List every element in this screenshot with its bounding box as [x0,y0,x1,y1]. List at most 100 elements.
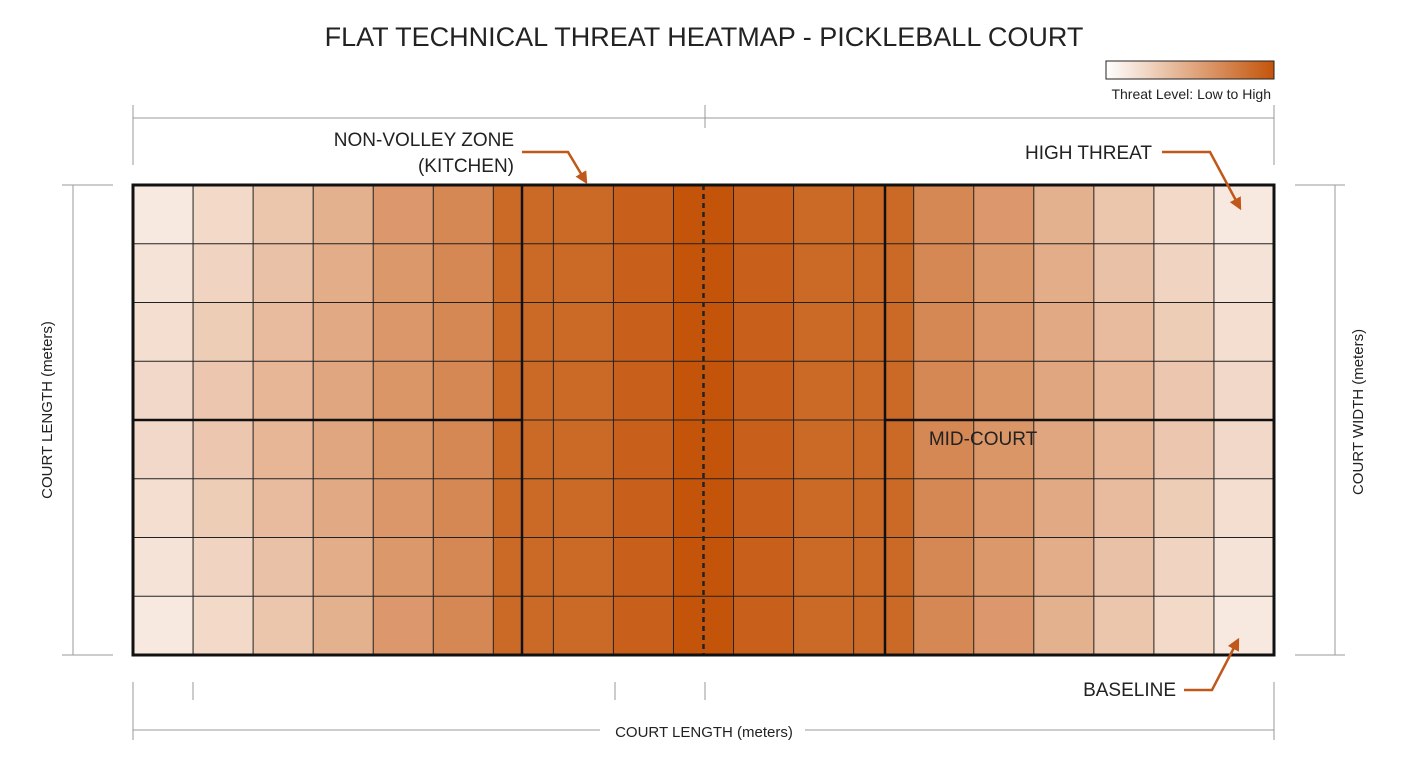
cell [1153,361,1215,421]
cell [973,478,1035,538]
cell [253,478,314,538]
cell [193,185,254,245]
cell [793,243,855,303]
cell [973,185,1035,245]
cell [253,420,314,480]
cell [433,596,494,656]
cell [973,361,1035,421]
cell [433,302,494,362]
annotation: (KITCHEN) [418,156,514,177]
cell [1033,537,1095,597]
cell [793,361,855,421]
cell [1213,361,1275,421]
cell [313,302,374,362]
cell [1153,302,1215,362]
cell [613,596,674,656]
cell [1033,361,1095,421]
cell [313,185,374,245]
cell [193,596,254,656]
cell [1033,478,1095,538]
cell [973,537,1035,597]
cell [1153,537,1215,597]
cell [1033,596,1095,656]
cell [313,596,374,656]
cell [133,420,194,480]
cell [973,243,1035,303]
axis-label: COURT LENGTH (meters) [615,724,793,741]
arrow [1184,637,1240,692]
cell [373,302,434,362]
cell [553,243,614,303]
cell [913,302,975,362]
legend-label: Threat Level: Low to High [1111,86,1271,102]
cell [313,478,374,538]
cell [1033,420,1095,480]
cell [373,361,434,421]
cell [253,361,314,421]
cell [433,185,494,245]
cell [1213,185,1275,245]
cell [793,537,855,597]
cell [733,420,795,480]
axis-label: COURT WIDTH (meters) [1350,329,1367,495]
cell [613,185,674,245]
cell [373,420,434,480]
cell [733,302,795,362]
cell [253,243,314,303]
cell [1093,361,1155,421]
cell [793,302,855,362]
court-outline [131,183,1276,657]
cell [1093,185,1155,245]
heatmap [133,185,1275,656]
annotation: NON-VOLLEY ZONE [334,130,514,151]
cell [973,420,1035,480]
cell [493,420,554,480]
annotation: BASELINE [1083,680,1176,701]
cell [133,537,194,597]
cell [913,243,975,303]
arrow [1162,150,1242,211]
cell [313,420,374,480]
arrow [522,150,588,185]
cell [493,302,554,362]
cell [733,596,795,656]
cell [1213,420,1275,480]
cell [553,185,614,245]
cell [1093,596,1155,656]
axis-label: COURT LENGTH (meters) [39,321,56,499]
cell [613,420,674,480]
cell [793,420,855,480]
cell [1213,537,1275,597]
annotation: MID-COURT [929,429,1038,450]
cell [493,361,554,421]
cell [793,478,855,538]
cell [613,302,674,362]
cell [793,185,855,245]
cell [1093,302,1155,362]
cell [493,537,554,597]
cell [133,302,194,362]
cell [433,478,494,538]
cell [193,243,254,303]
cell [133,243,194,303]
cell [733,243,795,303]
cell [253,302,314,362]
cell [1153,420,1215,480]
cell [733,361,795,421]
title: FLAT TECHNICAL THREAT HEATMAP - PICKLEBA… [325,22,1084,52]
cell [433,243,494,303]
cell [133,185,194,245]
cell [193,361,254,421]
cell [733,478,795,538]
cell [913,185,975,245]
cell [193,302,254,362]
cell [1153,243,1215,303]
cell [613,361,674,421]
cell [1153,185,1215,245]
cell [553,596,614,656]
cell [373,478,434,538]
cell [1213,596,1275,656]
cell [553,361,614,421]
cell [1093,478,1155,538]
cell [433,537,494,597]
